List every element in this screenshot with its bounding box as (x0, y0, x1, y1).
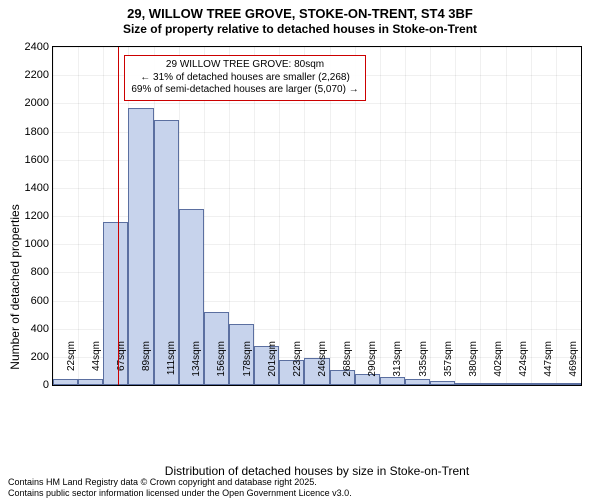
xtick-label: 447sqm (543, 341, 554, 389)
ytick-label: 1000 (7, 238, 53, 250)
gridline-v (430, 47, 431, 385)
marker-line (118, 47, 119, 385)
gridline-v (556, 47, 557, 385)
gridline-v (78, 47, 79, 385)
footer: Contains HM Land Registry data © Crown c… (8, 477, 352, 498)
ytick-label: 1400 (7, 182, 53, 194)
gridline-h (53, 47, 581, 48)
footer-line-2: Contains public sector information licen… (8, 488, 352, 498)
ytick-label: 2200 (7, 69, 53, 81)
xtick-label: 44sqm (91, 341, 102, 389)
xtick-label: 201sqm (267, 341, 278, 389)
gridline-v (531, 47, 532, 385)
title-block: 29, WILLOW TREE GROVE, STOKE-ON-TRENT, S… (0, 0, 600, 37)
gridline-v (506, 47, 507, 385)
y-axis-label: Number of detached properties (8, 92, 24, 482)
annotation-line-3: 69% of semi-detached houses are larger (… (131, 84, 358, 97)
xtick-label: 111sqm (166, 341, 177, 389)
gridline-v (53, 47, 54, 385)
annotation-line-1: 29 WILLOW TREE GROVE: 80sqm (131, 59, 358, 72)
xtick-label: 424sqm (518, 341, 529, 389)
xtick-label: 402sqm (493, 341, 504, 389)
xtick-label: 268sqm (342, 341, 353, 389)
xtick-label: 335sqm (418, 341, 429, 389)
gridline-v (455, 47, 456, 385)
plot-outer: 0200400600800100012001400160018002000220… (52, 46, 582, 436)
xtick-label: 156sqm (216, 341, 227, 389)
annotation-box: 29 WILLOW TREE GROVE: 80sqm← 31% of deta… (124, 55, 365, 101)
ytick-label: 400 (7, 323, 53, 335)
ytick-label: 1200 (7, 210, 53, 222)
xtick-label: 313sqm (392, 341, 403, 389)
ytick-label: 600 (7, 295, 53, 307)
title-line-2: Size of property relative to detached ho… (0, 22, 600, 37)
ytick-label: 0 (7, 379, 53, 391)
xtick-label: 246sqm (317, 341, 328, 389)
gridline-v (380, 47, 381, 385)
ytick-label: 1600 (7, 154, 53, 166)
ytick-label: 2000 (7, 97, 53, 109)
gridline-v (480, 47, 481, 385)
gridline-v (405, 47, 406, 385)
xtick-label: 469sqm (568, 341, 579, 389)
x-axis-label: Distribution of detached houses by size … (52, 464, 582, 478)
gridline-h (53, 103, 581, 104)
xtick-label: 22sqm (66, 341, 77, 389)
xtick-label: 290sqm (367, 341, 378, 389)
gridline-v (581, 47, 582, 385)
xtick-label: 178sqm (242, 341, 253, 389)
xtick-label: 89sqm (141, 341, 152, 389)
xtick-label: 380sqm (468, 341, 479, 389)
xtick-label: 223sqm (292, 341, 303, 389)
annotation-line-2: ← 31% of detached houses are smaller (2,… (131, 72, 358, 85)
footer-line-1: Contains HM Land Registry data © Crown c… (8, 477, 352, 487)
ytick-label: 800 (7, 266, 53, 278)
xtick-label: 134sqm (191, 341, 202, 389)
title-line-1: 29, WILLOW TREE GROVE, STOKE-ON-TRENT, S… (0, 6, 600, 22)
plot-area: 0200400600800100012001400160018002000220… (52, 46, 582, 386)
ytick-label: 1800 (7, 126, 53, 138)
figure: 29, WILLOW TREE GROVE, STOKE-ON-TRENT, S… (0, 0, 600, 500)
ytick-label: 2400 (7, 41, 53, 53)
xtick-label: 357sqm (443, 341, 454, 389)
ytick-label: 200 (7, 351, 53, 363)
